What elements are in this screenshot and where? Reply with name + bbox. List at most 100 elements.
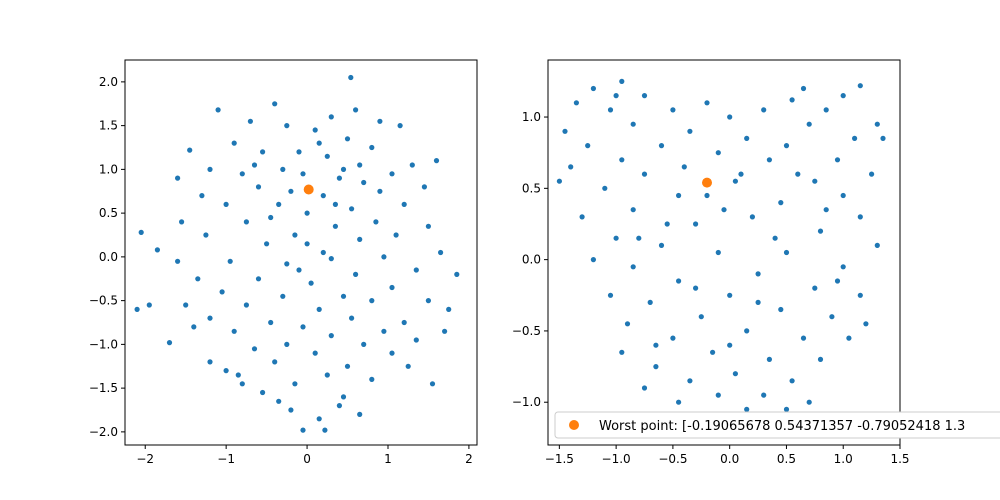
data-point	[755, 299, 761, 305]
data-point	[361, 179, 367, 186]
data-point	[840, 264, 846, 270]
data-point	[744, 328, 750, 334]
data-point	[744, 135, 750, 141]
data-point	[681, 164, 687, 170]
data-point	[255, 276, 262, 282]
data-point	[255, 184, 262, 190]
data-point	[227, 258, 233, 264]
data-point	[332, 223, 338, 229]
data-point	[556, 178, 563, 184]
data-point	[607, 107, 614, 113]
data-point	[641, 385, 648, 391]
data-point	[857, 292, 863, 298]
data-point	[199, 193, 205, 199]
data-point	[653, 342, 659, 348]
data-point	[806, 121, 812, 127]
data-point	[251, 162, 258, 168]
data-point	[322, 427, 328, 433]
data-point	[863, 321, 869, 327]
x-tick-label: 1.0	[834, 452, 853, 466]
data-point	[235, 372, 241, 378]
data-point	[829, 314, 835, 320]
data-point	[268, 214, 274, 221]
data-point	[744, 406, 750, 412]
data-point	[405, 363, 411, 369]
data-point	[413, 337, 419, 343]
data-point	[195, 276, 201, 282]
data-point	[613, 235, 619, 241]
data-point	[676, 278, 682, 284]
data-point	[304, 210, 310, 216]
data-point	[260, 149, 266, 155]
data-point	[381, 328, 387, 334]
data-point	[454, 271, 460, 277]
data-point	[433, 158, 440, 164]
x-tick-label: 1.5	[890, 452, 909, 466]
data-point	[630, 121, 636, 127]
data-point	[231, 140, 237, 146]
data-point	[670, 335, 676, 341]
data-point	[834, 157, 841, 163]
data-point	[653, 364, 659, 370]
data-point	[704, 100, 710, 106]
data-point	[389, 171, 395, 177]
data-point	[231, 328, 237, 334]
data-point	[425, 223, 431, 229]
data-point	[175, 175, 181, 181]
data-point	[693, 221, 699, 227]
data-point	[361, 341, 367, 347]
data-point	[389, 350, 395, 356]
data-point	[272, 101, 278, 107]
data-point	[215, 107, 221, 113]
data-point	[284, 341, 290, 347]
data-point	[817, 228, 824, 234]
data-point	[268, 319, 274, 326]
data-point	[304, 241, 310, 247]
data-point	[288, 407, 294, 413]
data-point	[670, 107, 676, 113]
data-point	[823, 207, 829, 213]
data-point	[761, 392, 767, 398]
data-point	[284, 123, 290, 129]
legend: Worst point: [-0.19065678 0.54371357 -0.…	[554, 411, 1000, 439]
data-point	[738, 171, 744, 177]
data-point	[219, 289, 225, 295]
data-point	[243, 219, 249, 225]
data-point	[207, 359, 213, 365]
data-point	[344, 136, 351, 142]
data-point	[687, 378, 693, 384]
data-point	[869, 171, 875, 177]
data-point	[840, 192, 846, 199]
data-point	[789, 97, 795, 103]
data-point	[613, 93, 619, 99]
data-point	[421, 184, 427, 190]
data-point	[732, 371, 739, 377]
data-point	[401, 201, 407, 207]
left-scatter-panel: −2 −1 0 1 2 −2.0 −1.5 −1.0 −0.5 0.0 0.5 1.0 1.5 2.0	[89, 59, 478, 466]
data-point	[175, 258, 181, 264]
legend-label: Worst point: [-0.19065678 0.54371357 -0.…	[599, 419, 965, 434]
data-point	[778, 200, 784, 206]
data-point	[332, 201, 338, 207]
data-point	[260, 389, 266, 396]
data-point	[344, 363, 351, 369]
data-point	[138, 229, 144, 235]
data-point	[857, 83, 863, 89]
data-point	[203, 232, 209, 238]
data-point	[607, 292, 614, 298]
data-point	[369, 376, 375, 382]
data-point	[715, 150, 721, 156]
data-point	[401, 319, 407, 326]
data-point	[369, 144, 375, 151]
data-point	[296, 267, 302, 273]
data-point	[308, 280, 314, 286]
data-point	[349, 206, 355, 212]
data-point	[300, 324, 306, 330]
data-point	[721, 207, 727, 213]
worst-point-marker	[702, 177, 712, 188]
data-point	[340, 166, 347, 172]
data-point	[381, 254, 387, 260]
data-point	[438, 249, 444, 256]
y-tick-label: −0.5	[512, 324, 541, 338]
data-point	[348, 74, 354, 81]
